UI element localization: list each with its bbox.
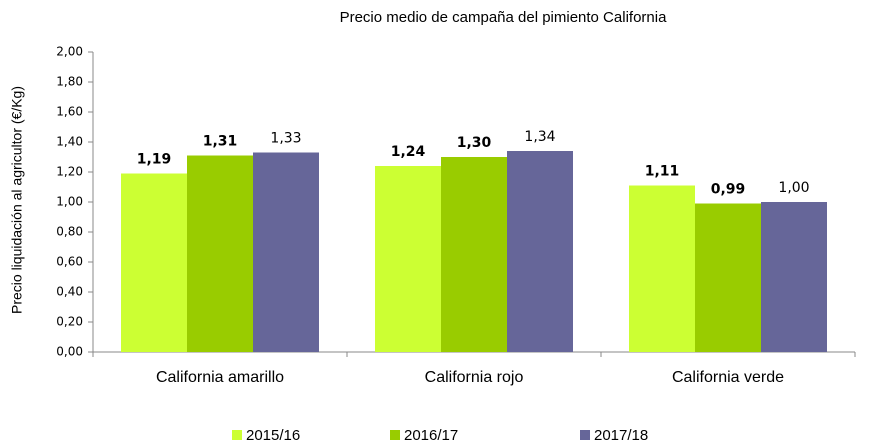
y-tick-label: 2,00	[56, 45, 83, 59]
y-tick-label: 0,80	[56, 225, 83, 239]
value-label: 1,11	[645, 164, 680, 180]
value-label: 1,31	[203, 134, 238, 150]
value-label: 0,99	[711, 182, 746, 198]
bar	[253, 152, 319, 352]
x-tick-label: California amarillo	[156, 369, 284, 386]
value-label: 1,24	[391, 144, 426, 160]
bar	[441, 157, 507, 352]
bar	[761, 202, 827, 352]
legend-label: 2017/18	[594, 427, 648, 444]
value-label: 1,33	[270, 131, 301, 147]
y-tick-label: 1,80	[56, 75, 83, 89]
legend-swatch	[390, 430, 400, 440]
chart-title: Precio medio de campaña del pimiento Cal…	[340, 9, 668, 26]
y-axis-label: Precio liquidación al agricultor (€/Kg)	[9, 86, 25, 314]
value-label: 1,19	[137, 152, 172, 168]
legend-label: 2016/17	[404, 427, 458, 444]
y-tick-label: 0,20	[56, 315, 83, 329]
value-label: 1,00	[778, 180, 809, 196]
bar	[629, 185, 695, 352]
bar	[507, 151, 573, 352]
bar	[121, 173, 187, 352]
value-label: 1,30	[457, 135, 492, 151]
y-tick-label: 1,00	[56, 195, 83, 209]
legend-label: 2015/16	[246, 427, 300, 444]
y-tick-label: 0,40	[56, 285, 83, 299]
y-tick-label: 0,60	[56, 255, 83, 269]
bar	[695, 203, 761, 352]
value-label: 1,34	[524, 129, 555, 145]
y-tick-label: 1,20	[56, 165, 83, 179]
y-tick-label: 1,40	[56, 135, 83, 149]
legend-swatch	[580, 430, 590, 440]
x-tick-label: California rojo	[425, 369, 524, 386]
bar	[375, 166, 441, 352]
bar	[187, 155, 253, 352]
legend-swatch	[232, 430, 242, 440]
y-tick-label: 1,60	[56, 105, 83, 119]
y-tick-label: 0,00	[56, 345, 83, 359]
x-tick-label: California verde	[672, 369, 784, 386]
